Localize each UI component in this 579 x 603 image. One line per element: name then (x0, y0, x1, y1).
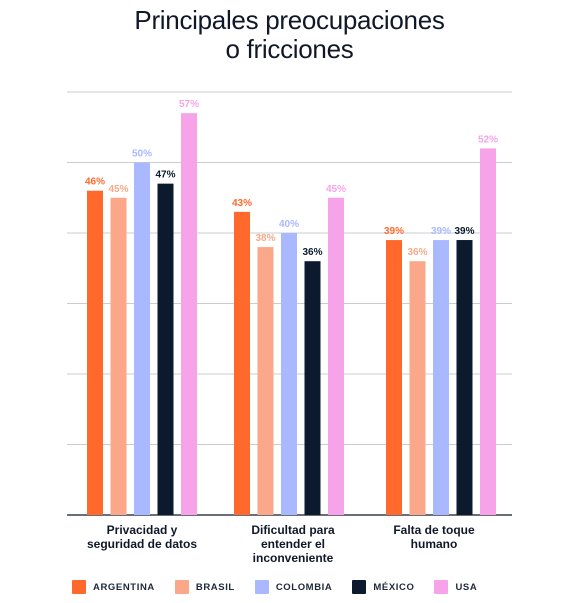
bar-colombia-1 (134, 162, 150, 515)
bar-colombia-3 (433, 240, 449, 516)
chart-title-line-1: Principales preocupaciones (134, 5, 445, 35)
legend-swatch (254, 580, 269, 594)
data-label: 43% (232, 198, 252, 209)
legend-item: USA (434, 580, 477, 594)
bar-usa-3 (480, 148, 496, 515)
legend-item: COLOMBIA (254, 580, 333, 594)
data-label: 57% (179, 99, 199, 110)
legend-swatch (434, 580, 449, 594)
bar-usa-2 (328, 197, 344, 515)
legend-swatch (72, 580, 86, 594)
legend-item: BRASIL (174, 580, 235, 594)
legend-label: USA (455, 581, 478, 593)
bar-méxico-1 (157, 183, 174, 515)
category-label: Privacidad y (107, 523, 178, 537)
legend-swatch (174, 580, 189, 594)
category-label: seguridad de datos (87, 537, 197, 551)
data-label: 39% (384, 226, 404, 237)
category-label: Falta de toque (393, 523, 475, 537)
data-label: 50% (132, 149, 152, 160)
legend-item: ARGENTINA (72, 580, 155, 594)
bar-argentina-2 (234, 211, 250, 515)
category-label: Dificultad para (251, 523, 335, 537)
legend-label: BRASIL (195, 581, 235, 593)
bar-méxico-2 (304, 261, 321, 515)
category-label: humano (411, 537, 458, 551)
bar-méxico-3 (456, 240, 473, 516)
bar-brasil-1 (110, 197, 127, 515)
legend-label: ARGENTINA (93, 581, 155, 593)
legend-label: COLOMBIA (275, 581, 333, 593)
bar-argentina-1 (87, 190, 103, 515)
data-label: 47% (155, 170, 175, 181)
data-label: 45% (108, 184, 128, 195)
data-label: 39% (454, 226, 474, 237)
data-label: 36% (302, 247, 322, 258)
bar-argentina-3 (386, 240, 402, 516)
data-label: 52% (478, 134, 498, 145)
bar-usa-1 (181, 113, 197, 516)
data-label: 39% (431, 226, 451, 237)
bar-brasil-3 (409, 261, 426, 515)
data-label: 46% (85, 177, 105, 188)
legend-item: MÉXICO (352, 580, 414, 594)
category-label: entender el (261, 537, 325, 551)
data-label: 38% (255, 233, 275, 244)
bar-brasil-2 (257, 247, 274, 515)
legend-swatch (352, 580, 367, 594)
data-label: 40% (279, 219, 299, 230)
category-label: inconveniente (253, 551, 334, 565)
bar-colombia-2 (281, 233, 297, 515)
chart-title-line-2: o fricciones (225, 34, 354, 64)
chart-title: Principales preocupaciones o fricciones (0, 6, 579, 64)
data-label: 45% (326, 184, 346, 195)
data-label: 36% (407, 247, 427, 258)
chart-legend: ARGENTINA BRASIL COLOMBIA MÉXICO USA (72, 580, 497, 594)
legend-label: MÉXICO (373, 581, 415, 593)
